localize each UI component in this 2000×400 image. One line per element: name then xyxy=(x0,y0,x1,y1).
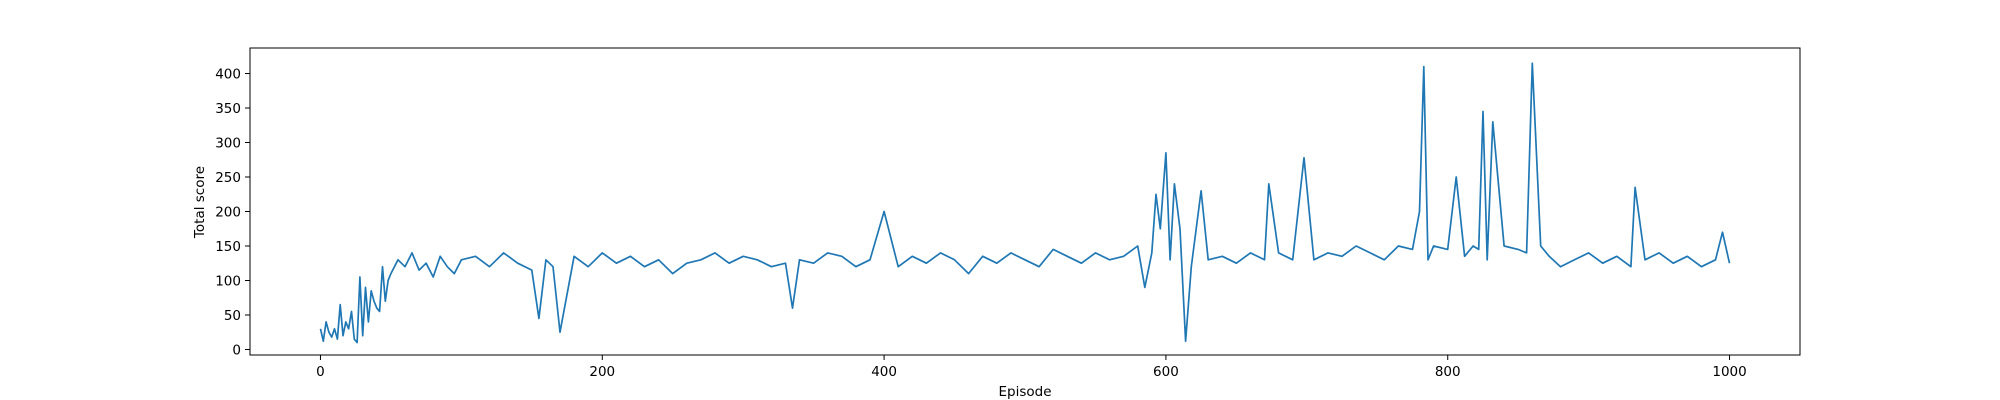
y-tick-label: 250 xyxy=(215,170,241,186)
y-tick-label: 50 xyxy=(224,308,241,324)
y-tick-label: 200 xyxy=(215,205,241,221)
x-tick-label: 200 xyxy=(589,364,615,380)
x-tick-label: 400 xyxy=(871,364,897,380)
x-tick-label: 600 xyxy=(1153,364,1179,380)
y-tick-label: 0 xyxy=(232,342,241,358)
y-tick-label: 150 xyxy=(215,239,241,255)
plot-frame xyxy=(249,47,1801,356)
y-axis-ticks: 0 50 100 150 200 250 300 350 400 xyxy=(215,67,250,358)
x-axis-ticks: 0 200 400 600 800 1000 xyxy=(316,355,1747,380)
x-tick-label: 0 xyxy=(316,364,325,380)
series-line xyxy=(319,62,1731,344)
y-tick-label: 350 xyxy=(215,101,241,117)
y-tick-label: 300 xyxy=(215,136,241,152)
y-tick-label: 400 xyxy=(215,67,241,83)
x-tick-label: 800 xyxy=(1435,364,1461,380)
x-axis-label: Episode xyxy=(998,384,1051,400)
x-tick-label: 1000 xyxy=(1712,364,1746,380)
y-tick-label: 100 xyxy=(215,273,241,289)
y-axis-label: Total score xyxy=(192,166,208,239)
